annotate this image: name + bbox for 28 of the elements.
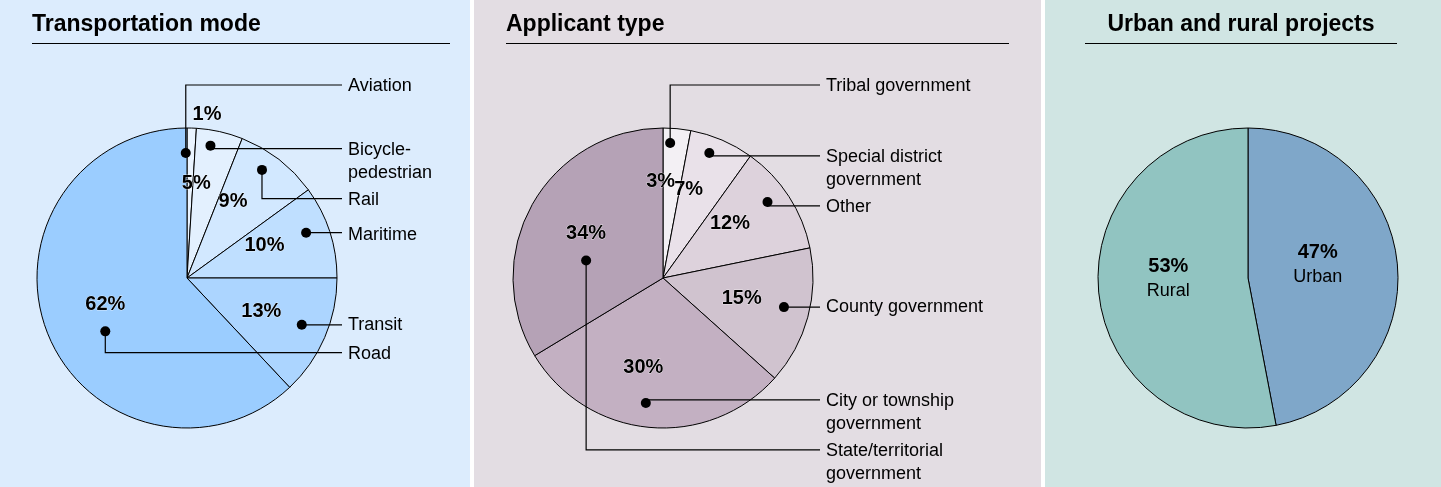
chart-title: Applicant type xyxy=(506,10,1009,44)
data-label: 62% xyxy=(85,292,126,315)
slice-label: Tribal government xyxy=(826,75,971,95)
slice-label: Road xyxy=(348,342,392,363)
chart-title: Transportation mode xyxy=(32,10,450,44)
data-label: 1% xyxy=(192,101,222,124)
slice-label: Aviation xyxy=(348,75,412,95)
slice-label: Maritime xyxy=(348,223,418,244)
data-label: 47% xyxy=(1297,239,1338,262)
data-label: 34% xyxy=(566,221,607,244)
slice-label: Bicycle-pedestrian xyxy=(348,138,433,182)
slice-label: County government xyxy=(826,296,984,317)
slice-label: Rail xyxy=(348,188,380,209)
data-label: 13% xyxy=(241,298,282,321)
data-label: 15% xyxy=(721,286,762,309)
chart-title: Urban and rural projects xyxy=(1085,10,1397,44)
data-label: 10% xyxy=(244,233,285,256)
slice-label: State/territorial government xyxy=(826,439,944,483)
slice-label: Special district government xyxy=(826,145,943,189)
data-label: 53% xyxy=(1148,254,1189,277)
slice-label: Transit xyxy=(348,313,403,334)
data-label: 12% xyxy=(710,211,751,234)
slice-label: Other xyxy=(826,195,872,216)
data-label: 30% xyxy=(623,354,664,377)
slice-label: Rural xyxy=(1146,280,1190,301)
slice-label: Urban xyxy=(1293,265,1343,286)
slice-label: City or township government xyxy=(826,389,955,433)
data-label: 9% xyxy=(218,188,248,211)
